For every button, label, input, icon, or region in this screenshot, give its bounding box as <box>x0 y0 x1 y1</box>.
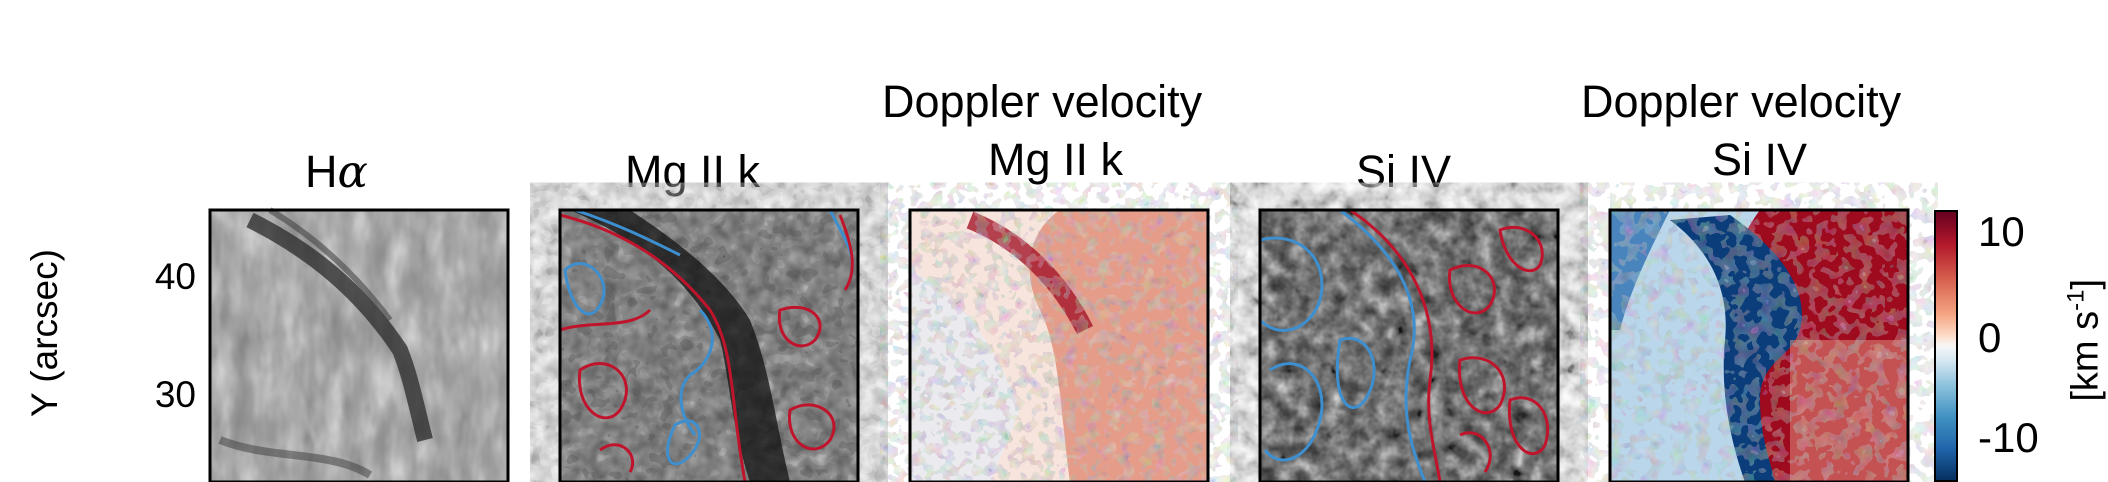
colorbar <box>1934 210 1958 482</box>
panel-title-doppler-siiv-line2: Si IV <box>1712 134 1808 185</box>
panel-siiv <box>1258 208 1560 482</box>
halpha-title-alpha: α <box>337 145 368 198</box>
halpha-title-H: H <box>305 146 338 197</box>
doppler-mgiik-image <box>908 208 1210 482</box>
y-axis-label: Y (arcsec) <box>24 249 65 417</box>
panel-title-doppler-mgiik-line2: Mg II k <box>988 134 1124 185</box>
panel-title-doppler-mgiik-line1: Doppler velocity <box>882 76 1203 127</box>
colorbar-unit-text: [km s <box>2064 310 2107 402</box>
panel-title-siiv: Si IV <box>1356 146 1452 197</box>
panel-doppler-mgiik <box>908 208 1210 482</box>
colorbar-tick-0: 0 <box>1978 314 2002 361</box>
siiv-image <box>1258 208 1560 482</box>
colorbar-tick-10: 10 <box>1978 208 2025 255</box>
y-tick-30: 30 <box>154 374 196 415</box>
panel-halpha <box>208 207 510 482</box>
colorbar-tick-minus10: -10 <box>1978 414 2039 461</box>
panel-title-doppler-siiv-line1: Doppler velocity <box>1581 76 1902 127</box>
doppler-siiv-image <box>1608 208 1910 482</box>
colorbar-unit-label: [km s-1] <box>2063 255 2108 425</box>
panel-title-mgiik: Mg II k <box>625 146 761 197</box>
panel-doppler-siiv <box>1608 208 1910 482</box>
halpha-image <box>208 207 510 482</box>
colorbar-unit-close: ] <box>2064 278 2107 290</box>
y-tick-40: 40 <box>154 256 196 297</box>
panel-title-halpha: Hα <box>305 146 368 198</box>
colorbar-unit-sup: -1 <box>2062 289 2090 311</box>
panel-mgiik <box>558 208 860 482</box>
mgiik-image <box>558 208 860 482</box>
